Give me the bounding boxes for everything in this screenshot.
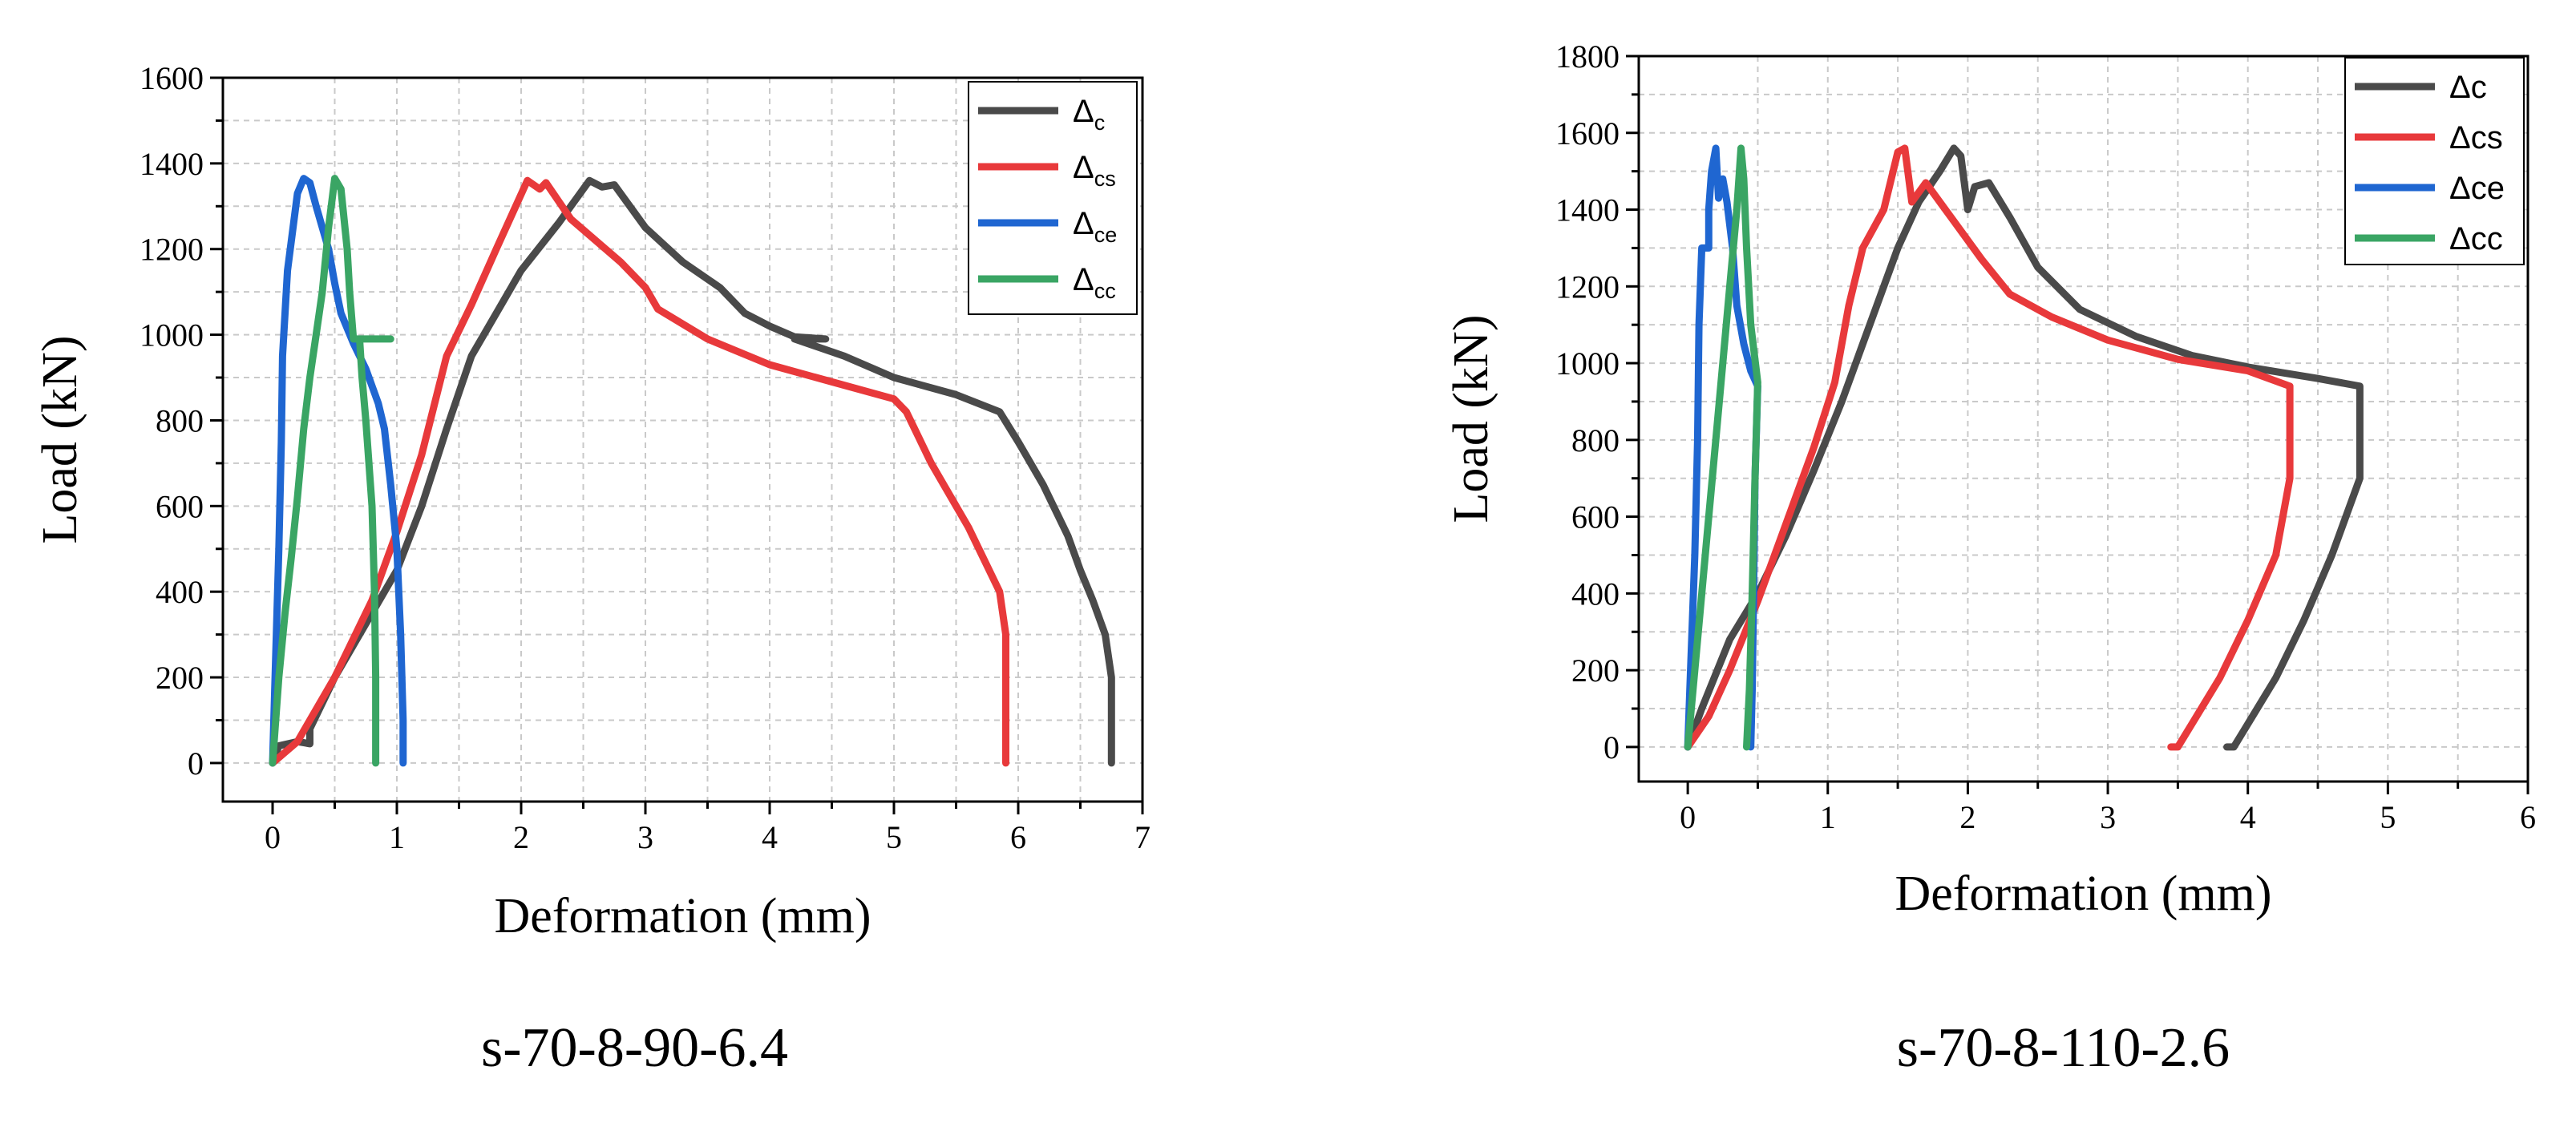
chart-caption: s-70-8-90-6.4 <box>481 1017 788 1079</box>
y-tick-label: 1200 <box>1555 269 1620 305</box>
y-tick-label: 600 <box>1571 499 1620 535</box>
series-line-cs <box>1684 144 2294 751</box>
series-group <box>1684 144 2364 751</box>
legend-box <box>2344 57 2525 265</box>
y-tick-label: 1200 <box>140 232 204 268</box>
y-tick-label: 1000 <box>1555 345 1620 382</box>
x-tick-label: 0 <box>265 819 281 855</box>
y-tick-label: 1600 <box>1555 115 1620 151</box>
x-tick-label: 1 <box>1820 799 1836 835</box>
x-tick-label: 2 <box>513 819 529 855</box>
chart-caption: s-70-8-110-2.6 <box>1897 1017 2230 1079</box>
y-axis: 0 200 400 600 800 1000 1200 1400 1600 1800 <box>1555 38 1639 765</box>
x-tick-label: 1 <box>389 819 405 855</box>
y-tick-label: 400 <box>1571 576 1620 612</box>
legend-label: Δce <box>2449 171 2505 206</box>
series-group <box>269 175 1115 767</box>
x-tick-label: 7 <box>1134 819 1151 855</box>
plot-frame <box>1637 55 2529 783</box>
y-tick-label: 800 <box>156 402 204 438</box>
series-line-c <box>1684 144 2364 751</box>
y-tick-label: 200 <box>1571 652 1620 689</box>
chart-left: 0 1 2 3 4 5 6 7 0 200 400 600 800 1000 1200 1400 1600 Def… <box>33 60 1151 1079</box>
x-tick-label: 4 <box>762 819 778 855</box>
y-tick-label: 1400 <box>1555 192 1620 228</box>
series-line-cs <box>269 176 1009 767</box>
x-tick-label: 6 <box>1010 819 1026 855</box>
y-tick-label: 0 <box>1603 729 1620 765</box>
series-line-cc <box>1684 144 1761 751</box>
x-tick-label: 5 <box>2380 799 2396 835</box>
x-tick-label: 3 <box>2100 799 2116 835</box>
y-tick-label: 1800 <box>1555 38 1620 75</box>
y-tick-label: 800 <box>1571 422 1620 458</box>
legend-label: Δce <box>1073 206 1117 247</box>
legend: Δc Δcs Δce Δcc <box>968 81 1138 315</box>
x-tick-label: 6 <box>2520 799 2536 835</box>
y-axis-title: Load (kN) <box>33 336 87 544</box>
y-axis: 0 200 400 600 800 1000 1200 1400 1600 <box>140 60 223 782</box>
legend-label: Δcs <box>2449 120 2503 156</box>
x-axis-title: Deformation (mm) <box>1895 866 2271 921</box>
y-tick-label: 1600 <box>140 60 204 96</box>
x-tick-label: 2 <box>1959 799 1975 835</box>
legend-label: Δc <box>2449 70 2487 105</box>
y-tick-label: 200 <box>156 660 204 696</box>
y-tick-label: 1000 <box>140 317 204 353</box>
series-line-cc <box>269 175 394 767</box>
legend-label: Δc <box>1073 94 1105 135</box>
x-axis: 0 1 2 3 4 5 6 <box>1680 782 2536 835</box>
x-tick-label: 4 <box>2240 799 2256 835</box>
legend-label: Δcc <box>1073 262 1116 303</box>
chart-right: 0 1 2 3 4 5 6 0 200 400 600 800 1000 1200 1400 1600 1800… <box>1444 38 2536 1079</box>
legend: Δc Δcs Δce Δcc <box>2344 57 2525 265</box>
legend-label: Δcs <box>1073 150 1116 191</box>
y-tick-label: 400 <box>156 574 204 610</box>
plot-frame <box>221 76 1144 803</box>
x-axis: 0 1 2 3 4 5 6 7 <box>265 802 1151 855</box>
y-tick-label: 1400 <box>140 146 204 182</box>
y-tick-label: 600 <box>156 488 204 524</box>
legend-label: Δcc <box>2449 221 2503 257</box>
x-tick-label: 0 <box>1680 799 1696 835</box>
y-tick-label: 0 <box>188 745 204 782</box>
y-axis-title: Load (kN) <box>1444 315 1498 523</box>
x-tick-label: 5 <box>886 819 902 855</box>
x-tick-label: 3 <box>637 819 653 855</box>
x-axis-title: Deformation (mm) <box>494 889 871 943</box>
series-line-ce <box>269 175 407 767</box>
